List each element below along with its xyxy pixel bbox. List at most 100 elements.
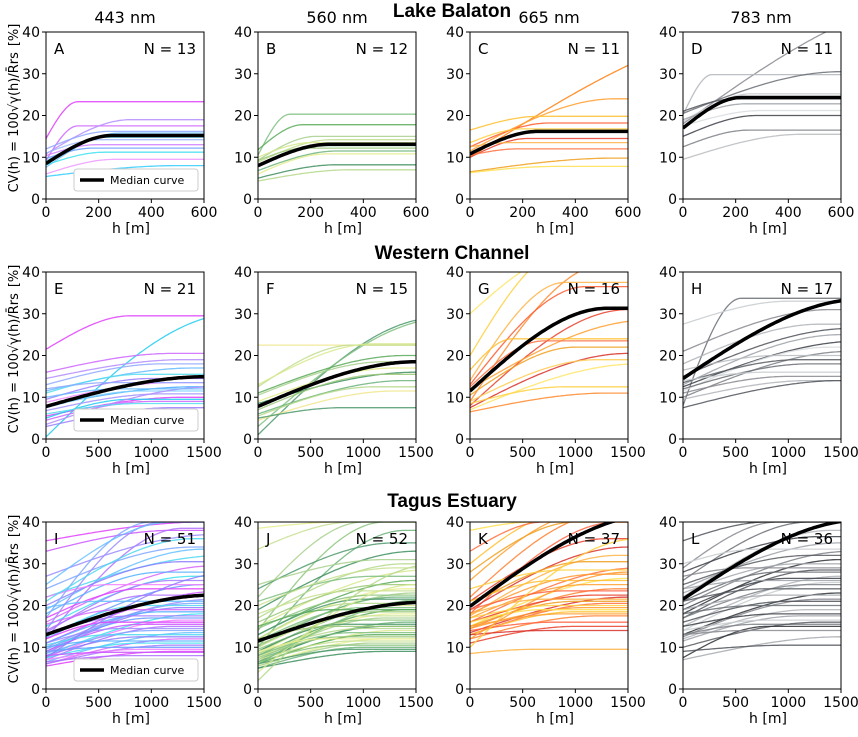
x-axis-label: h [m] bbox=[324, 221, 362, 237]
y-tick-label: 40 bbox=[446, 25, 464, 41]
variogram-curve bbox=[683, 363, 841, 390]
variogram-curve bbox=[470, 604, 628, 619]
y-tick-label: 10 bbox=[22, 640, 40, 656]
variogram-curve bbox=[683, 636, 841, 661]
panel-I: 0 10 20 30 40 0 500 1000 1500 h [m] I N = 51 Median … bbox=[22, 515, 222, 727]
ylabel-formula: CV(h) = 100√γ(h)/R̄rs bbox=[7, 293, 22, 433]
variogram-curve bbox=[258, 631, 416, 657]
curves bbox=[46, 101, 204, 178]
variogram-curve bbox=[683, 109, 841, 127]
x-tick-label: 1000 bbox=[134, 445, 170, 461]
variogram-curve bbox=[470, 340, 628, 388]
median-curve bbox=[46, 375, 204, 409]
median-curve bbox=[470, 306, 628, 393]
variogram-curve bbox=[46, 571, 204, 615]
x-axis-label: h [m] bbox=[536, 221, 574, 237]
panel-letter: L bbox=[691, 530, 700, 548]
variogram-curve bbox=[258, 150, 416, 172]
x-tick-label: 200 bbox=[722, 205, 749, 221]
plot-area bbox=[470, 32, 628, 199]
y-tick-label: 0 bbox=[243, 682, 252, 698]
variogram-curve bbox=[258, 522, 416, 631]
variogram-curve bbox=[258, 640, 416, 661]
variogram-curve bbox=[258, 567, 416, 607]
variogram-curve bbox=[683, 621, 841, 648]
y-tick-label: 20 bbox=[234, 599, 252, 615]
variogram-curve bbox=[258, 583, 416, 673]
variogram-curve bbox=[258, 565, 416, 682]
variogram-curve bbox=[46, 522, 204, 631]
y-tick-label: 10 bbox=[446, 150, 464, 166]
x-axis-label: h [m] bbox=[536, 711, 574, 727]
x-tick-label: 0 bbox=[679, 205, 688, 221]
curves bbox=[470, 272, 628, 413]
x-tick-label: 400 bbox=[562, 205, 589, 221]
x-tick-label: 0 bbox=[466, 695, 475, 711]
y-tick-label: 0 bbox=[668, 432, 677, 448]
median-curve bbox=[258, 600, 416, 643]
y-tick-label: 40 bbox=[22, 515, 40, 531]
variogram-curve bbox=[258, 522, 416, 529]
x-axis-label: h [m] bbox=[749, 711, 787, 727]
variogram-curve bbox=[683, 613, 841, 628]
x-tick-label: 0 bbox=[254, 205, 263, 221]
variogram-curve bbox=[470, 352, 628, 409]
x-tick-label: 1500 bbox=[398, 695, 434, 711]
variogram-curve bbox=[258, 598, 416, 636]
panel-letter: B bbox=[266, 40, 276, 58]
variogram-curve bbox=[683, 371, 841, 382]
variogram-curve bbox=[46, 359, 204, 380]
panel-letter: J bbox=[265, 530, 270, 548]
variogram-curve bbox=[470, 522, 628, 552]
variogram-curve bbox=[258, 558, 416, 586]
y-tick-label: 0 bbox=[455, 192, 464, 208]
variogram-curve bbox=[258, 609, 416, 628]
y-tick-label: 0 bbox=[31, 432, 40, 448]
row-title-tagus-estuary: Tagus Estuary bbox=[387, 491, 517, 512]
panel-letter: E bbox=[54, 280, 63, 298]
y-tick-label: 40 bbox=[659, 265, 677, 281]
variogram-curve bbox=[46, 636, 204, 657]
variogram-curve bbox=[258, 321, 416, 427]
y-tick-label: 40 bbox=[22, 25, 40, 41]
variogram-curve bbox=[46, 591, 204, 644]
wavelength-783: 783 nm bbox=[730, 8, 791, 27]
variogram-curve bbox=[470, 522, 628, 532]
x-tick-label: 1500 bbox=[823, 445, 858, 461]
variogram-curve bbox=[46, 522, 204, 586]
variogram-curve bbox=[470, 98, 628, 152]
median-curve bbox=[46, 593, 204, 637]
variogram-curve bbox=[683, 644, 841, 653]
variogram-curve bbox=[470, 567, 628, 623]
y-tick-label: 30 bbox=[446, 557, 464, 573]
variogram-curve bbox=[46, 158, 204, 175]
panel-letter: F bbox=[266, 280, 275, 298]
x-tick-label: 400 bbox=[775, 205, 802, 221]
y-tick-label: 30 bbox=[446, 307, 464, 323]
variogram-curve bbox=[46, 363, 204, 386]
x-tick-label: 500 bbox=[509, 445, 536, 461]
variogram-curve bbox=[46, 400, 204, 421]
variogram-curve bbox=[258, 569, 416, 627]
variogram-curve bbox=[258, 344, 416, 388]
variogram-curve bbox=[258, 623, 416, 652]
x-tick-label: 600 bbox=[191, 205, 218, 221]
variogram-curve bbox=[46, 565, 204, 623]
variogram-curve bbox=[470, 648, 628, 655]
ylabel-row-1: CV(h) = 100√γ(h)/R̄rs [%] bbox=[7, 24, 22, 193]
variogram-curve bbox=[46, 650, 204, 667]
variogram-curve bbox=[683, 623, 841, 636]
variogram-curve bbox=[470, 115, 628, 131]
y-tick-label: 40 bbox=[234, 515, 252, 531]
variogram-curve bbox=[683, 93, 841, 123]
row-title-western-channel: Western Channel bbox=[375, 243, 530, 264]
x-tick-label: 500 bbox=[722, 445, 749, 461]
variogram-curve bbox=[683, 379, 841, 400]
x-tick-label: 0 bbox=[254, 695, 263, 711]
variogram-curve bbox=[46, 654, 204, 663]
variogram-curve bbox=[46, 617, 204, 650]
y-tick-label: 40 bbox=[22, 265, 40, 281]
variogram-curve bbox=[683, 375, 841, 394]
